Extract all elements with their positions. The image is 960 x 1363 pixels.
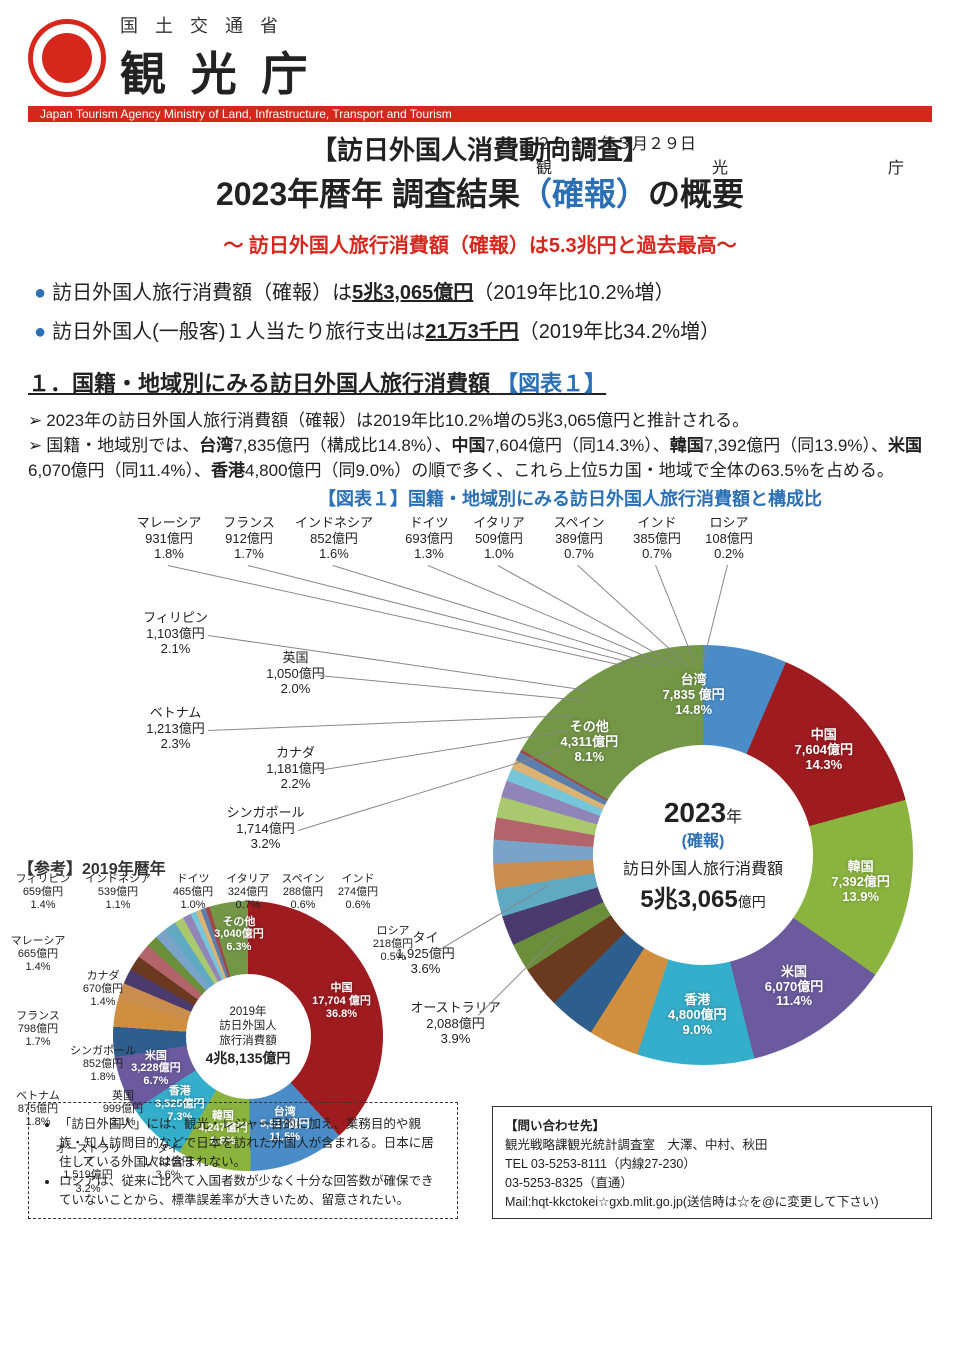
bullet-2: ●訪日外国人(一般客)１人当たり旅行支出は21万3千円（2019年比34.2%増… xyxy=(34,315,926,344)
slice-label: 中国7,604億円14.3% xyxy=(779,728,869,773)
agency-label: 観 光 庁 xyxy=(120,38,314,104)
external-label: インド274億円0.6% xyxy=(323,873,393,913)
external-label: ベトナム1,213億円2.3% xyxy=(128,705,223,752)
notes-box: 「訪日外国人」には、観光・レジャー目的に加え、業務目的や親族・知人訪問目的などで… xyxy=(28,1102,458,1219)
summary-bullets: ●訪日外国人旅行消費額（確報）は5兆3,065億円（2019年比10.2%増） … xyxy=(34,276,926,344)
title-block: ２０２４年３月２９日 観 光 庁 【訪日外国人消費動向調査】 2023年暦年 調… xyxy=(28,130,932,258)
contact-box: 【問い合わせ先】 観光戦略課観光統計調査室 大澤、中村、秋田 TEL 03-52… xyxy=(492,1106,932,1219)
external-label: 英国1,050億円2.0% xyxy=(248,650,343,697)
section-1-head: １．国籍・地域別にみる訪日外国人旅行消費額 【図表１】 xyxy=(28,366,932,398)
external-label: インドネシア539億円1.1% xyxy=(83,873,153,913)
slice-label: その他3,040億円6.3% xyxy=(194,916,284,954)
header-bar: Japan Tourism Agency Ministry of Land, I… xyxy=(28,106,932,122)
external-label: イタリア509億円1.0% xyxy=(458,515,540,562)
subtitle: ～ 訪日外国人旅行消費額（確報）は5.3兆円と過去最高～ xyxy=(28,229,932,258)
external-label: マレーシア665億円1.4% xyxy=(3,935,73,975)
date-line-1: ２０２４年３月２９日 xyxy=(536,130,932,154)
slice-label: 米国6,070億円11.4% xyxy=(749,965,839,1010)
contact-l4: Mail:hqt-kkctokei☆gxb.mlit.go.jp(送信時は☆を@… xyxy=(505,1191,919,1210)
agency-logo xyxy=(28,19,106,97)
contact-l1: 観光戦略課観光統計調査室 大澤、中村、秋田 xyxy=(505,1134,919,1153)
contact-l3: 03-5253-8325（直通） xyxy=(505,1172,919,1191)
external-label: インド385億円0.7% xyxy=(616,515,698,562)
external-label: フィリピン659億円1.4% xyxy=(8,873,78,913)
note-2: ロシアは、従来に比べて入国者数が少なく十分な回答数が確保できていないことから、標… xyxy=(59,1170,443,1208)
chart-title: 【図表１】国籍・地域別にみる訪日外国人旅行消費額と構成比 xyxy=(208,485,932,511)
slice-label: 中国17,704 億円36.8% xyxy=(297,982,387,1020)
contact-head: 【問い合わせ先】 xyxy=(505,1115,919,1134)
note-1: 「訪日外国人」には、観光・レジャー目的に加え、業務目的や親族・知人訪問目的などで… xyxy=(59,1113,443,1170)
bullet-1: ●訪日外国人旅行消費額（確報）は5兆3,065億円（2019年比10.2%増） xyxy=(34,276,926,305)
donut-2023: 2023年 (確報) 訪日外国人旅行消費額 5兆3,065億円台湾7,835 億… xyxy=(493,645,913,1065)
slice-label: 台湾7,835 億円14.8% xyxy=(649,673,739,718)
external-label: カナダ670億円1.4% xyxy=(68,970,138,1010)
external-label: シンガポール1,714億円3.2% xyxy=(218,805,313,852)
external-label: フランス912億円1.7% xyxy=(208,515,290,562)
external-label: マレーシア931億円1.8% xyxy=(128,515,210,562)
external-label: オーストラリア2,088億円3.9% xyxy=(408,1000,503,1047)
section-1-body: ➢2023年の訪日外国人旅行消費額（確報）は2019年比10.2%増の5兆3,0… xyxy=(28,406,932,481)
external-label: ロシア108億円0.2% xyxy=(688,515,770,562)
date-line-2: 観 光 庁 xyxy=(536,154,932,178)
mlit-label: 国 土 交 通 省 xyxy=(120,12,314,38)
external-label: スペイン389億円0.7% xyxy=(538,515,620,562)
external-label: シンガポール852億円1.8% xyxy=(68,1045,138,1085)
slice-label: 香港4,800億円9.0% xyxy=(652,993,742,1038)
slice-label: 韓国7,392億円13.9% xyxy=(816,860,906,905)
slice-label: その他4,311億円8.1% xyxy=(544,720,634,765)
date-box: ２０２４年３月２９日 観 光 庁 xyxy=(536,130,932,178)
contact-l2: TEL 03-5253-8111（内線27-230） xyxy=(505,1153,919,1172)
external-label: フランス798億円1.7% xyxy=(3,1010,73,1050)
external-label: ロシア218億円0.5% xyxy=(358,925,428,965)
external-label: インドネシア852億円1.6% xyxy=(293,515,375,562)
external-label: フィリピン1,103億円2.1% xyxy=(128,610,223,657)
header: 国 土 交 通 省 観 光 庁 xyxy=(28,12,932,104)
